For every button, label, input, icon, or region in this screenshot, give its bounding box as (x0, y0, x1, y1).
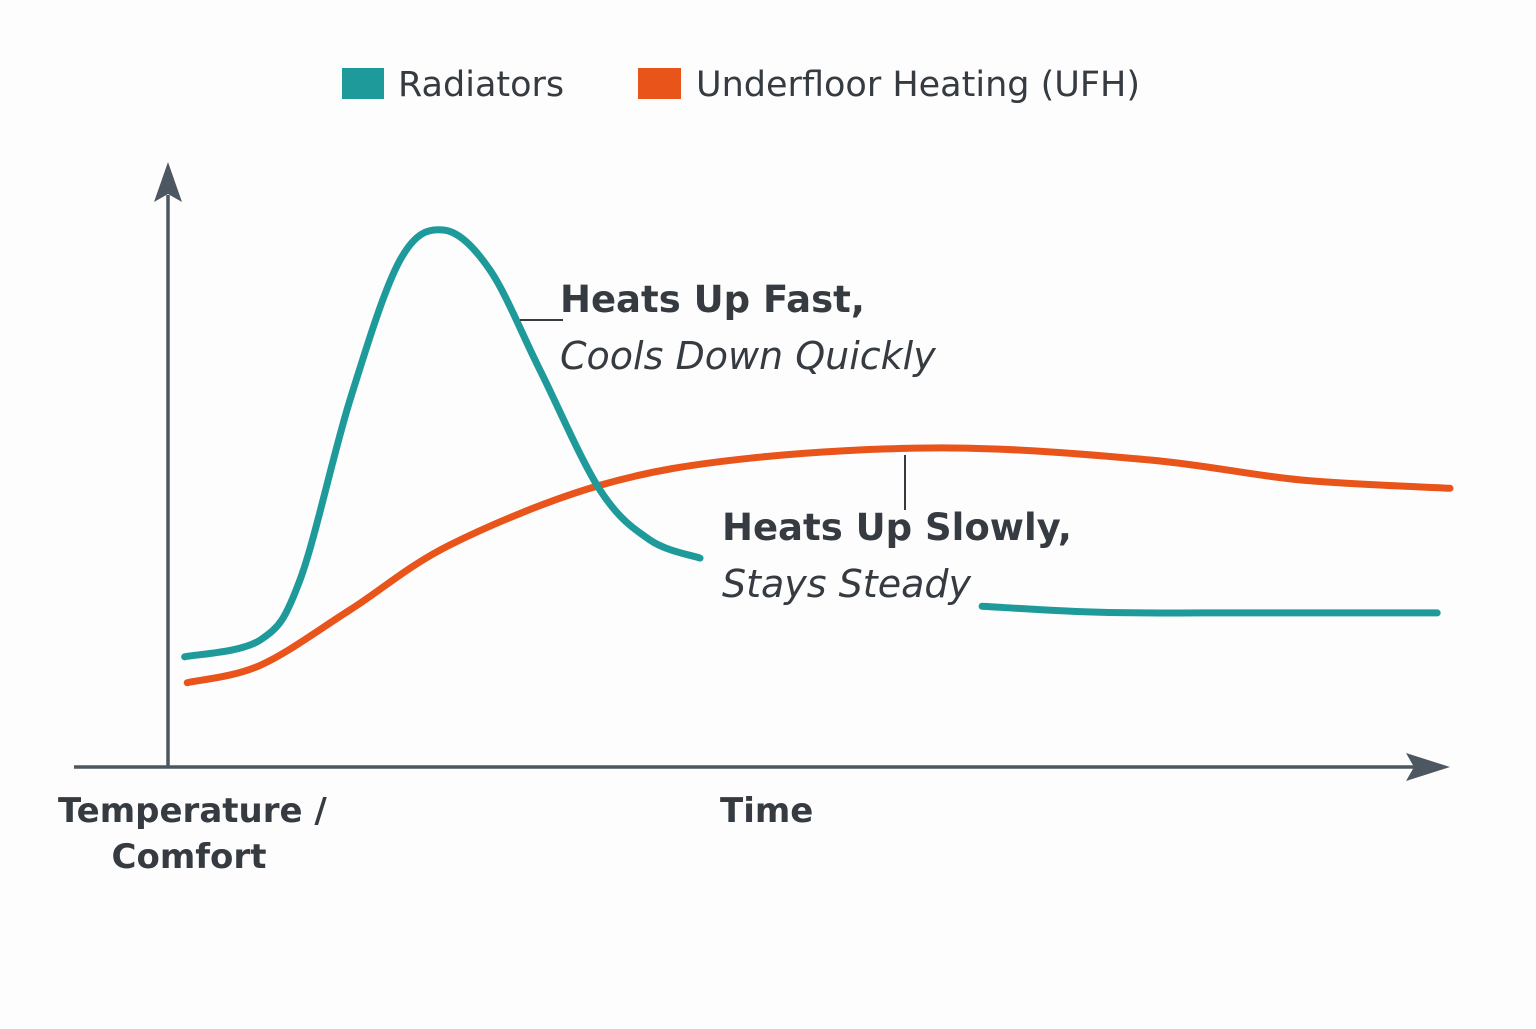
series-line-ufh-segment-1 (183, 444, 1454, 687)
series-line-radiators-segment-1 (181, 226, 704, 661)
series-layer (181, 226, 1454, 687)
x-axis-label: Time (720, 791, 813, 831)
annotation-radiators: Heats Up Fast, Cools Down Quickly (520, 278, 936, 378)
annotation-radiators-line2: Cools Down Quickly (560, 334, 936, 378)
series-line-radiators-segment-2 (978, 602, 1441, 617)
y-axis-arrow-icon (154, 162, 182, 202)
y-axis-label-line2: Comfort (112, 837, 267, 877)
legend-label-radiators: Radiators (398, 65, 564, 105)
annotation-ufh-line1: Heats Up Slowly, (722, 506, 1072, 549)
legend: Radiators Underfloor Heating (UFH) (342, 65, 1140, 105)
legend-swatch-ufh (638, 68, 681, 99)
axes: Temperature / Comfort Time (58, 162, 1450, 877)
annotation-ufh-line2: Stays Steady (722, 562, 971, 606)
annotation-radiators-line1: Heats Up Fast, (560, 278, 865, 321)
y-axis-label-line1: Temperature / (58, 791, 327, 831)
legend-label-ufh: Underfloor Heating (UFH) (696, 65, 1140, 105)
x-axis-arrow-icon (1406, 753, 1450, 781)
annotation-ufh: Heats Up Slowly, Stays Steady (722, 455, 1072, 606)
legend-swatch-radiators (342, 68, 384, 99)
